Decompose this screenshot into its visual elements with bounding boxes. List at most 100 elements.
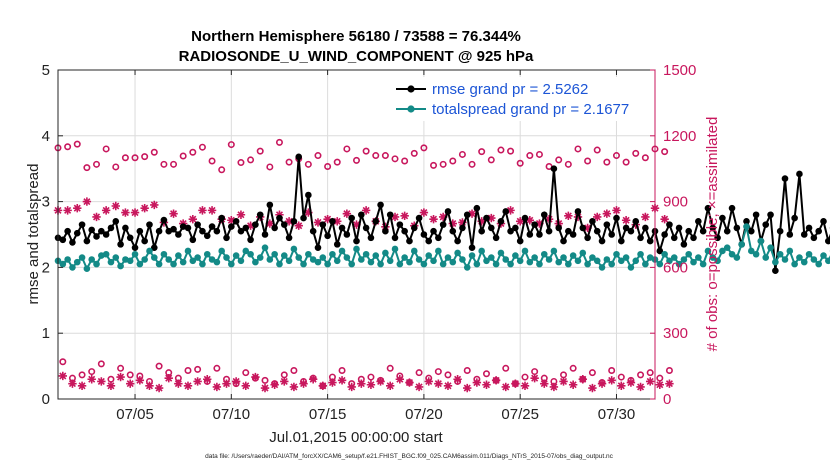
obs-possible-marker bbox=[608, 366, 616, 374]
rmse-point bbox=[796, 170, 803, 178]
rmse-point bbox=[492, 234, 500, 242]
rmse-point bbox=[382, 227, 389, 235]
obs-possible-marker bbox=[131, 154, 139, 162]
totalspread-point bbox=[367, 258, 375, 266]
totalspread-point bbox=[695, 254, 702, 261]
obs-possible-marker bbox=[93, 160, 101, 168]
rmse-point bbox=[406, 237, 413, 245]
obs-assimilated-marker bbox=[246, 221, 255, 230]
totalspread-point bbox=[800, 258, 808, 266]
rmse-point bbox=[781, 175, 789, 182]
totalspread-point bbox=[285, 257, 293, 265]
obs-assimilated-marker bbox=[92, 212, 101, 222]
obs-assimilated-marker bbox=[308, 375, 318, 384]
totalspread-point bbox=[93, 260, 100, 268]
totalspread-point bbox=[810, 256, 818, 263]
rmse-point bbox=[521, 214, 529, 222]
rmse-point bbox=[709, 224, 717, 232]
chart-subtitle: RADIOSONDE_U_WIND_COMPONENT @ 925 hPa bbox=[179, 48, 534, 65]
obs-possible-marker bbox=[531, 368, 539, 376]
totalspread-point bbox=[699, 260, 707, 268]
totalspread-point bbox=[237, 257, 245, 265]
totalspread-point bbox=[194, 254, 201, 261]
rmse-point bbox=[348, 214, 355, 222]
rmse-point bbox=[719, 214, 726, 222]
obs-possible-marker bbox=[237, 159, 245, 167]
obs-possible-marker bbox=[338, 366, 346, 374]
obs-possible-marker bbox=[141, 153, 149, 161]
totalspread-point bbox=[150, 254, 158, 261]
rmse-point bbox=[314, 244, 322, 251]
rmse-point bbox=[589, 218, 596, 225]
obs-assimilated-marker bbox=[101, 206, 111, 215]
totalspread-point bbox=[752, 250, 760, 258]
obs-possible-marker bbox=[588, 369, 596, 377]
totalspread-point bbox=[492, 260, 500, 268]
rmse-point bbox=[126, 234, 134, 242]
legend-background bbox=[392, 77, 650, 121]
obs-possible-marker bbox=[458, 150, 466, 158]
rmse-point bbox=[531, 221, 538, 228]
obs-assimilated-marker bbox=[506, 206, 515, 215]
obs-possible-marker bbox=[372, 152, 380, 160]
obs-assimilated-marker bbox=[294, 221, 303, 230]
rmse-point bbox=[329, 218, 336, 225]
y-tick-label-right: 1500 bbox=[663, 62, 696, 79]
totalspread-point bbox=[719, 247, 726, 255]
totalspread-point bbox=[102, 250, 110, 258]
obs-possible-marker bbox=[343, 145, 351, 153]
obs-assimilated-marker bbox=[198, 206, 207, 215]
totalspread-point bbox=[825, 257, 830, 265]
totalspread-point bbox=[343, 254, 351, 261]
totalspread-point bbox=[420, 260, 428, 268]
rmse-point bbox=[598, 237, 606, 245]
rmse-point bbox=[112, 218, 120, 225]
obs-assimilated-marker bbox=[231, 377, 241, 386]
rmse-point bbox=[252, 221, 259, 228]
obs-assimilated-marker bbox=[405, 378, 414, 387]
obs-assimilated-marker bbox=[602, 209, 612, 218]
totalspread-point bbox=[314, 258, 322, 266]
rmse-point bbox=[150, 244, 158, 251]
totalspread-point bbox=[569, 252, 577, 259]
rmse-point bbox=[815, 227, 822, 235]
totalspread-point bbox=[555, 258, 563, 266]
totalspread-point bbox=[160, 250, 168, 258]
totalspread-point bbox=[401, 254, 408, 261]
legend: rmse grand pr = 2.5262 totalspread grand… bbox=[392, 77, 650, 121]
totalspread-point bbox=[232, 252, 240, 259]
obs-possible-marker bbox=[415, 369, 423, 377]
rmse-point bbox=[516, 237, 524, 245]
rmse-point bbox=[743, 218, 750, 225]
rmse-point bbox=[512, 224, 519, 232]
rmse-point bbox=[261, 231, 269, 238]
rmse-point bbox=[377, 201, 384, 209]
obs-assimilated-marker bbox=[265, 219, 275, 228]
obs-possible-marker bbox=[661, 148, 669, 156]
x-tick-label: 07/30 bbox=[598, 406, 636, 423]
legend-spread-marker bbox=[407, 105, 415, 113]
rmse-point bbox=[574, 208, 582, 215]
rmse-point bbox=[637, 234, 644, 242]
y-axis-label-left: rmse and totalspread bbox=[25, 164, 42, 305]
totalspread-point bbox=[218, 247, 225, 255]
totalspread-point bbox=[435, 247, 442, 255]
obs-assimilated-marker bbox=[140, 203, 149, 213]
rmse-point bbox=[772, 267, 779, 274]
totalspread-point bbox=[141, 256, 148, 263]
obs-possible-marker bbox=[386, 364, 394, 372]
totalspread-point bbox=[348, 260, 355, 268]
rmse-point bbox=[762, 221, 770, 228]
obs-assimilated-marker bbox=[260, 383, 270, 393]
y-tick-label-left: 2 bbox=[42, 259, 50, 276]
obs-possible-marker bbox=[324, 163, 332, 171]
obs-assimilated-marker bbox=[203, 375, 212, 384]
rmse-point bbox=[825, 237, 830, 245]
rmse-point bbox=[632, 218, 640, 225]
rmse-point bbox=[300, 214, 307, 222]
obs-assimilated-marker bbox=[193, 377, 202, 386]
totalspread-point bbox=[290, 245, 298, 253]
obs-possible-marker bbox=[261, 376, 269, 384]
rmse-point bbox=[232, 218, 240, 225]
obs-possible-marker bbox=[401, 157, 409, 165]
